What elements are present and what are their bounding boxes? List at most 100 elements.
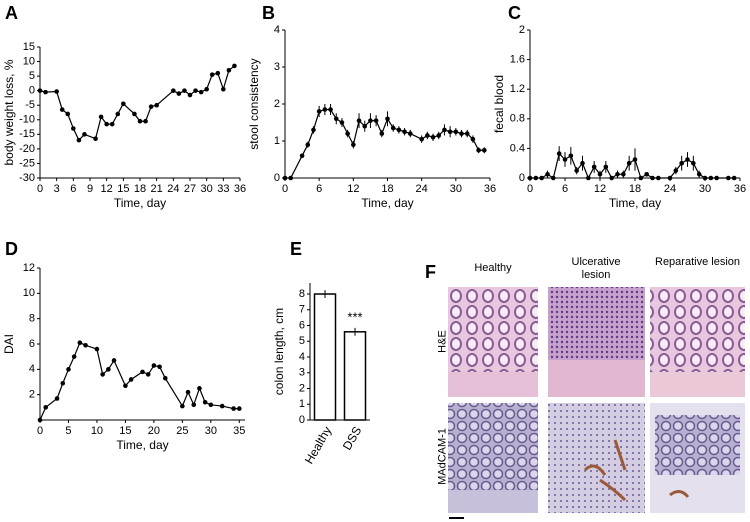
line [39, 65, 235, 142]
point [145, 372, 151, 377]
point [282, 175, 288, 181]
point [121, 101, 126, 107]
point [83, 342, 88, 348]
x-tick-label: 9 [87, 183, 93, 195]
point [545, 172, 550, 177]
point [442, 127, 447, 133]
image-madcam-ulcerative [548, 403, 645, 513]
point [226, 67, 232, 73]
x-tick-label: 6 [316, 183, 322, 195]
bar [343, 331, 367, 421]
point [685, 157, 690, 162]
point [339, 120, 345, 125]
point [109, 121, 115, 127]
x-tick-label: 36 [484, 183, 496, 195]
image-he-ulcerative-base [548, 360, 645, 397]
y-tick-label: 1 [274, 135, 280, 147]
point [333, 116, 339, 122]
image-madcam-reparative-crypts [655, 415, 740, 475]
stain [669, 490, 690, 498]
point [140, 369, 145, 375]
x-tick-label: 15 [117, 183, 129, 195]
point [171, 88, 176, 93]
point [356, 118, 362, 123]
point [586, 175, 591, 181]
stain [583, 439, 627, 502]
y-tick-label: 12 [23, 262, 35, 274]
point [208, 402, 214, 408]
point [100, 372, 105, 377]
row-label: H&E [436, 330, 449, 353]
point [447, 129, 453, 135]
y-tick-label: 4 [299, 351, 305, 363]
point [299, 153, 305, 159]
point [615, 172, 620, 177]
point [459, 131, 464, 136]
point [482, 147, 487, 153]
point [305, 142, 311, 147]
point [533, 175, 539, 181]
point [143, 118, 148, 124]
point [379, 131, 385, 136]
x-tick-label: 12 [594, 183, 606, 195]
point [94, 346, 100, 352]
image-he-healthy-base [448, 372, 538, 397]
point [316, 109, 322, 114]
point [232, 63, 237, 69]
point [632, 157, 638, 162]
point [731, 175, 737, 181]
point [351, 142, 356, 147]
y-tick-label: 3 [274, 61, 280, 73]
x-tick-label: 30 [699, 183, 711, 195]
point [54, 89, 59, 94]
y-tick-label: -30 [19, 172, 35, 184]
point [430, 135, 436, 140]
bar [313, 293, 337, 421]
line [530, 152, 735, 180]
x-axis-label: Time, day [114, 196, 166, 210]
x-tick-label: 6 [70, 183, 76, 195]
y-tick-label: -5 [25, 99, 35, 111]
x-tick-label: 5 [65, 425, 71, 437]
y-tick-label: 6 [29, 338, 35, 350]
y-tick-label: 10 [23, 55, 35, 67]
y-tick-label: 1 [299, 398, 305, 410]
y-tick-label: 8 [299, 288, 305, 300]
point [425, 133, 430, 138]
point [176, 91, 182, 96]
point [691, 160, 696, 166]
point [527, 175, 533, 181]
x-tick-label: 15 [119, 425, 131, 437]
point [621, 172, 626, 177]
point [187, 92, 193, 98]
panel-label: A [5, 3, 18, 23]
point [626, 160, 632, 166]
x-tick-label: 35 [233, 425, 245, 437]
point [65, 111, 71, 117]
x-tick-label: 12 [101, 183, 113, 195]
point [54, 396, 60, 401]
point [221, 86, 226, 92]
point [562, 157, 568, 162]
x-tick-label: 33 [217, 183, 229, 195]
x-tick-label: 30 [205, 425, 217, 437]
x-tick-label: 0 [37, 425, 43, 437]
x-tick-label: 36 [734, 183, 746, 195]
point [696, 172, 702, 177]
point [106, 367, 111, 372]
y-axis-label: colon length, cm [272, 308, 286, 395]
x-tick-label: DSS [340, 424, 364, 452]
point [407, 131, 413, 136]
y-tick-label: 7 [299, 304, 305, 316]
point [162, 375, 168, 381]
point [556, 151, 562, 156]
point [204, 86, 209, 92]
y-tick-label: 0.8 [510, 113, 525, 125]
point [345, 131, 350, 136]
y-tick-label: 0 [274, 172, 280, 184]
y-tick-label: 3 [299, 367, 305, 379]
panel-label: E [290, 239, 302, 259]
image-he-reparative-base [650, 372, 745, 397]
point [591, 164, 597, 170]
column-label: Ulcerative lesion [571, 256, 621, 281]
